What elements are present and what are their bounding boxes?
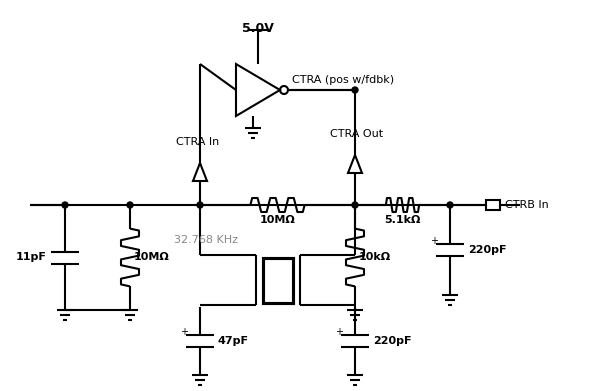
Circle shape <box>197 202 203 208</box>
Text: +: + <box>335 327 343 337</box>
Text: CTRA (pos w/fdbk): CTRA (pos w/fdbk) <box>292 75 394 85</box>
Polygon shape <box>348 155 362 173</box>
Text: 220pF: 220pF <box>373 336 411 346</box>
Text: CTRA Out: CTRA Out <box>330 129 384 139</box>
Circle shape <box>127 202 133 208</box>
Text: 32.768 KHz: 32.768 KHz <box>174 235 238 245</box>
Text: CTRB In: CTRB In <box>505 200 549 210</box>
Circle shape <box>447 202 453 208</box>
Text: 5.1kΩ: 5.1kΩ <box>384 215 421 225</box>
Bar <box>263 258 293 303</box>
Text: 5.0V: 5.0V <box>242 22 274 35</box>
Text: 220pF: 220pF <box>468 245 507 255</box>
Text: 11pF: 11pF <box>16 253 47 262</box>
Polygon shape <box>236 64 280 116</box>
Text: 10MΩ: 10MΩ <box>259 215 295 225</box>
Text: CTRA In: CTRA In <box>176 137 219 147</box>
Circle shape <box>352 202 358 208</box>
Text: +: + <box>180 327 188 337</box>
Text: 10MΩ: 10MΩ <box>134 253 170 262</box>
Text: 47pF: 47pF <box>218 336 249 346</box>
Polygon shape <box>193 163 207 181</box>
Text: +: + <box>430 236 438 246</box>
Circle shape <box>352 87 358 93</box>
Text: 10kΩ: 10kΩ <box>359 253 391 262</box>
Circle shape <box>62 202 68 208</box>
FancyBboxPatch shape <box>486 200 500 210</box>
